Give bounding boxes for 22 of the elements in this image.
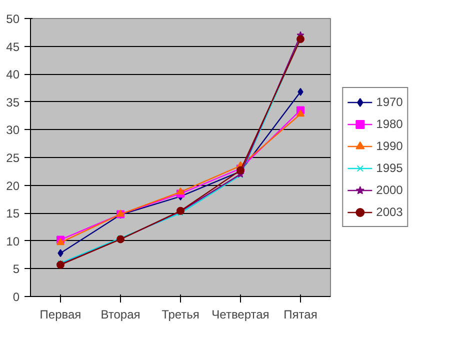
y-tick-label: 25 <box>6 151 20 165</box>
x-tick-label: Пятая <box>284 308 318 322</box>
y-tick-label: 30 <box>6 123 20 138</box>
y-tick-label: 10 <box>6 234 20 248</box>
x-tick-label: Четвертая <box>212 308 270 322</box>
legend-label: 1995 <box>376 161 403 175</box>
legend-label: 1980 <box>376 117 403 131</box>
y-tick-label: 15 <box>6 206 20 221</box>
legend-label: 1970 <box>376 95 403 109</box>
x-tick-label: Третья <box>162 308 200 322</box>
y-tick-label: 0 <box>12 290 20 304</box>
y-tick-label: 5 <box>12 262 20 276</box>
x-tick-label: Первая <box>40 308 82 322</box>
y-tick-label: 35 <box>6 95 20 110</box>
y-tick-label: 20 <box>6 178 20 193</box>
legend-label: 1990 <box>376 139 403 153</box>
legend-label: 2003 <box>376 205 403 219</box>
legend-label: 2000 <box>376 183 403 197</box>
y-tick-label: 50 <box>6 12 20 26</box>
y-tick-label: 45 <box>6 40 20 54</box>
x-tick-label: Вторая <box>100 308 140 322</box>
y-tick-label: 40 <box>6 68 20 82</box>
